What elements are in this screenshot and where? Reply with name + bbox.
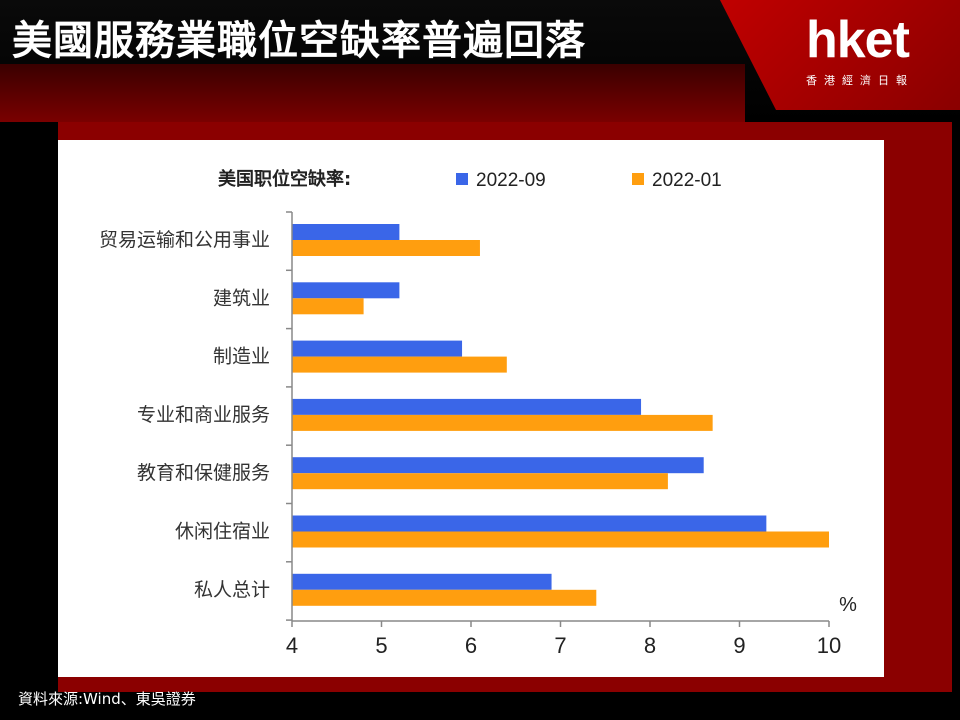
category-label-5: 教育和保健服务: [137, 462, 270, 484]
bar-1-series-1: [292, 224, 400, 240]
bar-3-series-1: [292, 340, 463, 357]
category-label-4: 专业和商业服务: [137, 404, 270, 426]
x-tick-label-7: 10: [817, 633, 841, 658]
bar-2-series-1: [292, 282, 400, 299]
x-tick-label-1: 4: [286, 633, 298, 658]
bar-4-series-2: [292, 414, 713, 431]
x-tick-label-2: 5: [375, 633, 387, 658]
bar-2-series-2: [292, 298, 364, 315]
bar-chart: 美国职位空缺率: 2022-09 2022-01 贸易运输和公用事业建筑业制造业专业和…: [99, 168, 857, 658]
source-note: 資料來源:Wind、東吳證券: [18, 690, 196, 708]
unit-label: %: [839, 594, 857, 616]
bar-1-series-2: [292, 240, 480, 256]
category-label-1: 贸易运输和公用事业: [99, 229, 270, 251]
x-tick-label-5: 8: [644, 633, 656, 658]
bar-5-series-1: [292, 457, 704, 474]
legend-label-1: 2022-09: [476, 170, 546, 191]
bar-5-series-2: [292, 473, 668, 490]
bar-3-series-2: [292, 356, 507, 373]
legend-label-2: 2022-01: [652, 170, 722, 191]
category-label-7: 私人总计: [194, 579, 270, 601]
header-red-band: [0, 64, 745, 122]
x-tick-label-3: 6: [465, 633, 477, 658]
frame-left-edge: [0, 122, 58, 692]
legend-swatch-1: [456, 173, 468, 185]
bar-6-series-1: [292, 515, 767, 532]
category-label-3: 制造业: [213, 346, 270, 368]
x-tick-label-6: 9: [733, 633, 745, 658]
bar-7-series-2: [292, 589, 597, 606]
bar-6-series-2: [292, 531, 829, 548]
category-label-2: 建筑业: [213, 287, 270, 309]
category-label-6: 休闲住宿业: [175, 521, 270, 543]
legend-swatch-2: [632, 173, 644, 185]
bar-4-series-1: [292, 398, 642, 415]
legend-title: 美国职位空缺率:: [218, 168, 351, 190]
x-tick-label-4: 7: [554, 633, 566, 658]
page-title: 美國服務業職位空缺率普遍回落: [12, 18, 586, 64]
chart-panel: 美国职位空缺率: 2022-09 2022-01 贸易运输和公用事业建筑业制造业专业和…: [58, 140, 884, 677]
hket-logo: hket: [806, 11, 910, 69]
hket-logo-subtitle: 香港經濟日報: [806, 74, 914, 87]
bar-7-series-1: [292, 573, 552, 590]
